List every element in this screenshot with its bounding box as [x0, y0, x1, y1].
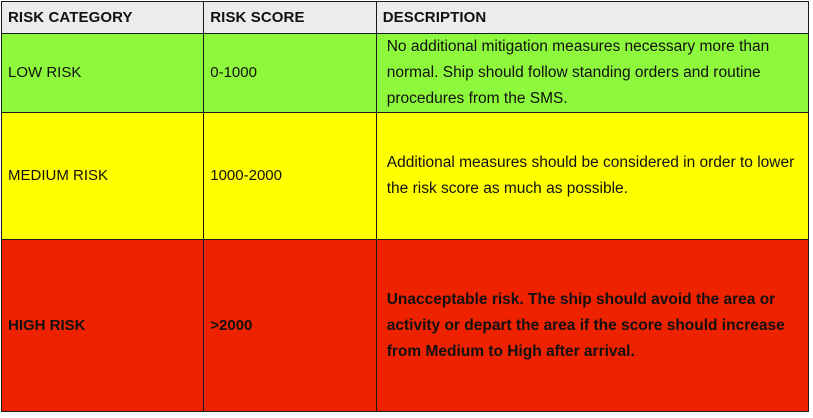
- risk-score-cell: >2000: [203, 239, 377, 412]
- risk-matrix-table: RISK CATEGORY RISK SCORE DESCRIPTION LOW…: [0, 1, 810, 412]
- header-risk-category: RISK CATEGORY: [0, 1, 205, 34]
- table-row-low-risk: LOW RISK 0-1000 No additional mitigation…: [0, 33, 810, 113]
- description-cell: Unacceptable risk. The ship should avoid…: [375, 239, 810, 412]
- header-description: DESCRIPTION: [375, 1, 810, 34]
- description-cell: Additional measures should be considered…: [375, 112, 810, 240]
- risk-score-cell: 0-1000: [203, 33, 377, 113]
- risk-category-cell: LOW RISK: [0, 33, 205, 113]
- header-risk-score: RISK SCORE: [203, 1, 377, 34]
- description-cell: No additional mitigation measures necess…: [375, 33, 810, 113]
- table-row-medium-risk: MEDIUM RISK 1000-2000 Additional measure…: [0, 112, 810, 240]
- table-header-row: RISK CATEGORY RISK SCORE DESCRIPTION: [0, 1, 810, 34]
- risk-score-cell: 1000-2000: [203, 112, 377, 240]
- risk-category-cell: HIGH RISK: [0, 239, 205, 412]
- table-row-high-risk: HIGH RISK >2000 Unacceptable risk. The s…: [0, 239, 810, 412]
- risk-category-cell: MEDIUM RISK: [0, 112, 205, 240]
